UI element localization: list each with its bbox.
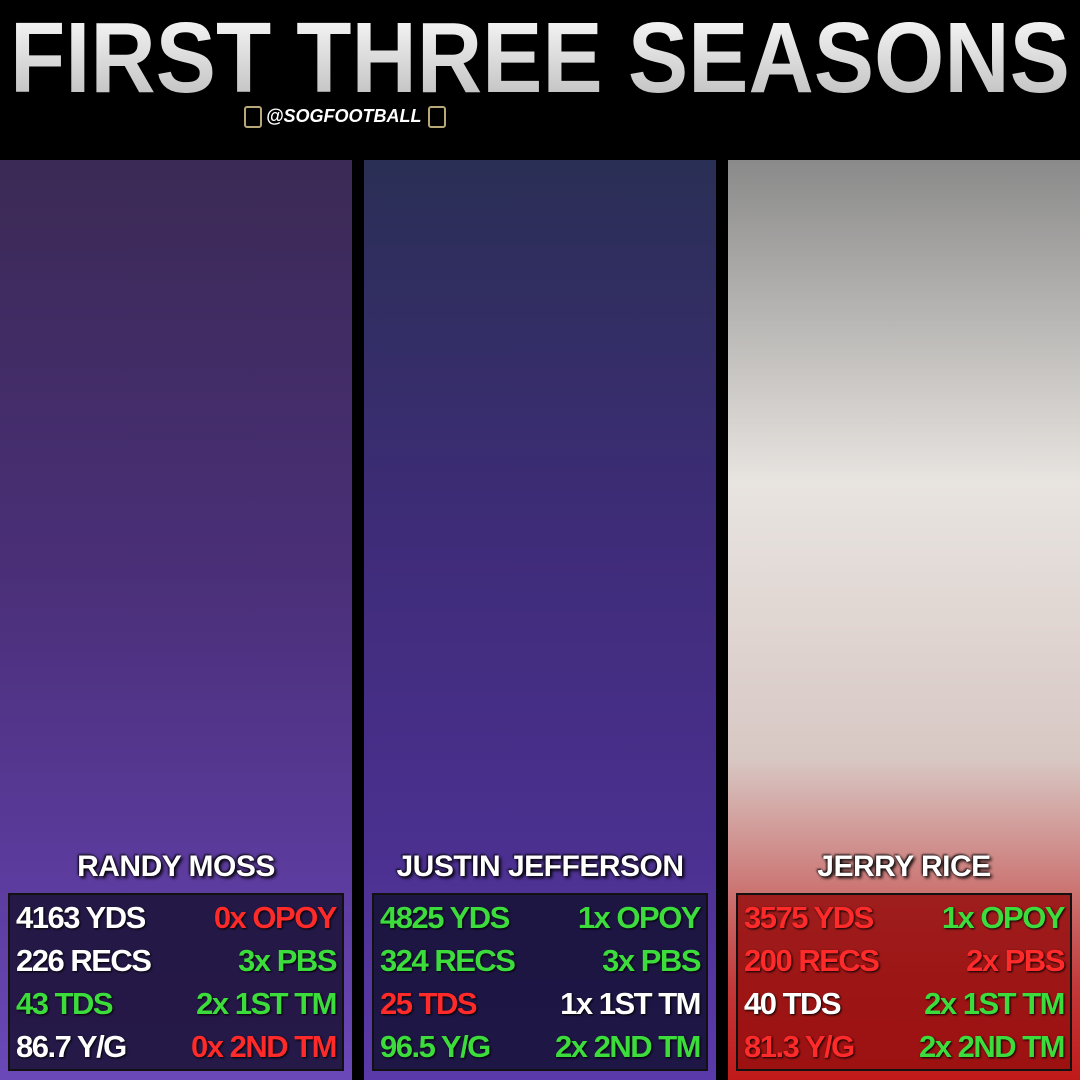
stat: 2x 1ST TM: [924, 986, 1065, 1021]
stat: 2x 2ND TM: [555, 1029, 701, 1064]
title: FIRST THREE SEASONS: [10, 2, 1070, 104]
stat: 0x 2ND TM: [191, 1029, 337, 1064]
player-name: JERRY RICE: [817, 850, 991, 883]
player-panel: JUSTIN JEFFERSON 4825 YDS 324 RECS 25 TDS 96…: [364, 160, 716, 1080]
stat: 2x 1ST TM: [196, 986, 337, 1021]
stat: 3x PBS: [602, 943, 701, 978]
stat: 1x OPOY: [941, 900, 1066, 935]
player-name: RANDY MOSS: [77, 850, 275, 883]
stat: 86.7 Y/G: [16, 1029, 127, 1064]
stat: 43 TDS: [16, 986, 114, 1021]
stat: 0x OPOY: [213, 900, 338, 935]
title-bar: FIRST THREE SEASONS: [10, 2, 1070, 104]
player-panel: JERRY RICE 3575 YDS 200 RECS 40 TDS 81.3 Y/G…: [728, 160, 1080, 1080]
stat: 226 RECS: [16, 943, 152, 978]
stat: 3575 YDS: [744, 900, 874, 935]
logo: [244, 106, 262, 128]
stat-box: 4825 YDS 324 RECS 25 TDS 96.5 Y/G 1x OPOY 3x …: [372, 893, 708, 1071]
stat: 2x 2ND TM: [919, 1029, 1065, 1064]
stat: 96.5 Y/G: [380, 1029, 491, 1064]
stat: 2x PBS: [966, 943, 1065, 978]
stat: 4825 YDS: [380, 900, 510, 935]
player-name: JUSTIN JEFFERSON: [396, 850, 684, 883]
stat: 25 TDS: [380, 986, 478, 1021]
stat-box: 3575 YDS 200 RECS 40 TDS 81.3 Y/G 1x OPOY 2x …: [736, 893, 1072, 1071]
stat: 200 RECS: [744, 943, 880, 978]
handle: @SOGFOOTBALL: [266, 106, 422, 126]
stat: 4163 YDS: [16, 900, 146, 935]
stat: 40 TDS: [744, 986, 842, 1021]
logo: [428, 106, 446, 128]
player-panel: RANDY MOSS 4163 YDS 226 RECS 43 TDS 86.7 Y/G…: [0, 160, 352, 1080]
stat-box: 4163 YDS 226 RECS 43 TDS 86.7 Y/G 0x OPOY 3x …: [8, 893, 344, 1071]
stat: 3x PBS: [238, 943, 337, 978]
stat: 324 RECS: [380, 943, 516, 978]
stat: 1x 1ST TM: [560, 986, 701, 1021]
stat: 1x OPOY: [577, 900, 702, 935]
stat: 81.3 Y/G: [744, 1029, 855, 1064]
